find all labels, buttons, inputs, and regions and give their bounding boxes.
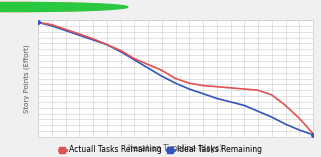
Circle shape — [0, 3, 110, 11]
Circle shape — [0, 3, 119, 11]
Circle shape — [0, 3, 128, 11]
Y-axis label: Story Points (Effort): Story Points (Effort) — [24, 44, 30, 113]
Legend: Actuall Tasks Remaining, Ideal Tasks Remaining: Actuall Tasks Remaining, Ideal Tasks Rem… — [59, 146, 262, 154]
X-axis label: Iteration Timeline (days): Iteration Timeline (days) — [128, 144, 223, 153]
